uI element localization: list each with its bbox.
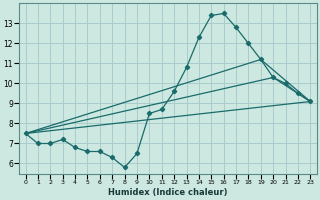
X-axis label: Humidex (Indice chaleur): Humidex (Indice chaleur) — [108, 188, 228, 197]
